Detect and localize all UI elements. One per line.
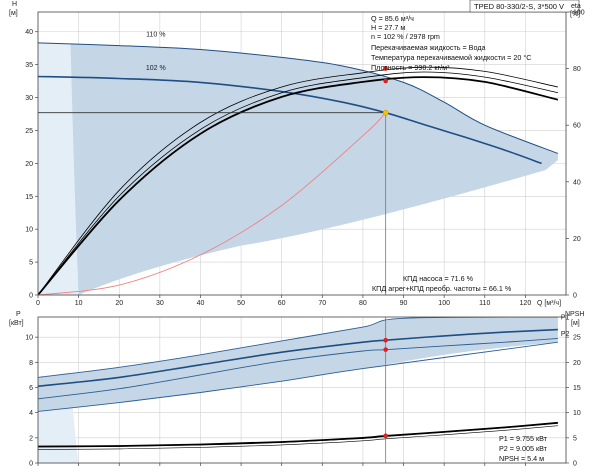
efficiency-curve <box>38 66 558 295</box>
axes <box>35 0 580 466</box>
y2-tick-label: 20 <box>573 360 581 367</box>
y-axis-unit: [м] <box>9 10 18 17</box>
operating-range <box>70 44 558 295</box>
y-tick-label: 40 <box>25 29 33 36</box>
y-axis-label: H <box>12 1 17 8</box>
info-density: Плотность = 998.2 кг/м³ <box>371 63 450 72</box>
npsh-axis-label: NPSH <box>565 311 584 318</box>
y-tick-label: 5 <box>29 260 33 267</box>
y-tick-label: 30 <box>25 95 33 102</box>
chart-text: 110 %102 %0 10 20 30 40 50 60 70 80 90 100 110 120 Q … <box>9 1 585 468</box>
model-box <box>469 0 580 13</box>
power-panel-frame <box>37 316 567 464</box>
info-temperature: Температура перекачиваемой жидкости = 20… <box>371 53 531 62</box>
efficiency-curve <box>38 76 559 295</box>
y2-axis-unit: [%] <box>570 11 580 18</box>
y-tick-label: 20 <box>25 161 33 168</box>
duty-point-p1 <box>383 337 388 343</box>
power-curve-min <box>38 341 558 412</box>
duty-point-npsh <box>383 433 388 439</box>
info-p1: P1 = 9.755 кВт <box>499 434 548 443</box>
y-tick-label: 15 <box>25 194 33 201</box>
info-pump-efficiency: КПД насоса = 71.6 % <box>403 274 474 283</box>
series-label-p2: P2 <box>561 331 570 338</box>
y2-axis-label: eta <box>571 3 581 10</box>
x-tick-label: 110 <box>479 300 490 307</box>
power-panel-plot <box>38 317 558 463</box>
head-panel-frame <box>37 11 567 296</box>
system-curve <box>38 112 387 295</box>
npsh-curve <box>38 421 558 448</box>
p-axis-label: P <box>16 311 21 318</box>
head-curve-102 <box>38 75 542 165</box>
y2-tick-label: 20 <box>573 236 581 243</box>
npsh-axis-unit: [м] <box>571 320 580 327</box>
y-tick-label: 25 <box>25 128 33 135</box>
y-tick-label: 10 <box>25 227 33 234</box>
y-tick-label: 8 <box>29 360 33 367</box>
series-label-102: 102 % <box>146 65 166 72</box>
y2-tick-label: 80 <box>573 66 581 73</box>
y2-tick-label: 10 <box>573 410 581 417</box>
x-tick-label: 100 <box>438 300 450 307</box>
info-npsh: NPSH = 5.4 м <box>499 454 544 463</box>
series-label-110: 110 % <box>146 31 165 38</box>
x-tick-label: 60 <box>278 300 286 307</box>
x-tick-label: 0 <box>36 300 40 307</box>
y2-tick-label: 25 <box>573 335 581 342</box>
info-speed: n = 102 % / 2978 rpm <box>371 32 440 41</box>
model-label: TPED 80-330/2-S, 3*500 V <box>474 2 564 11</box>
operating-range-light <box>38 42 79 295</box>
info-flow: Q = 85.6 м³/ч <box>371 14 414 23</box>
efficiency-curve <box>38 71 558 295</box>
x-tick-label: 40 <box>197 300 205 307</box>
y-tick-label: 6 <box>29 385 33 392</box>
y2-tick-label: 100 <box>573 10 585 17</box>
power-curve-110 <box>38 317 558 378</box>
y2-tick-label: 0 <box>573 293 577 300</box>
y-tick-label: 2 <box>29 435 33 442</box>
series-label-p1: P1 <box>561 315 570 322</box>
duty-point-p2 <box>383 347 388 352</box>
x-axis-label: Q [м³/ч] <box>537 300 561 307</box>
y-tick-label: 0 <box>29 461 33 468</box>
p1-curve <box>38 328 558 387</box>
y2-tick-label: 40 <box>573 179 581 186</box>
y-tick-label: 4 <box>29 410 33 417</box>
x-tick-label: 120 <box>520 300 532 307</box>
y-tick-label: 10 <box>25 335 33 342</box>
y2-tick-label: 5 <box>573 435 577 442</box>
x-tick-label: 50 <box>237 300 245 307</box>
p2-curve <box>38 337 558 400</box>
info-liquid: Перекачиваемая жидкость = Вода <box>371 43 486 52</box>
npsh-curve <box>38 423 558 448</box>
power-range <box>38 317 558 412</box>
npsh-curve-lower <box>38 425 558 450</box>
info-p2: P2 = 9.005 кВт <box>499 444 548 453</box>
y2-tick-label: 0 <box>573 461 577 468</box>
p-axis-unit: [кВт] <box>9 320 24 327</box>
x-tick-label: 20 <box>115 300 123 307</box>
x-tick-label: 10 <box>75 300 83 307</box>
head-panel-plot <box>38 42 559 295</box>
duty-point-efficiency <box>383 66 388 71</box>
y2-tick-label: 15 <box>573 385 581 392</box>
duty-point-efficiency <box>383 78 388 84</box>
info-head: H = 27.7 м <box>371 23 405 32</box>
x-tick-label: 30 <box>156 300 164 307</box>
x-tick-label: 90 <box>400 300 408 307</box>
head-curve-110 <box>38 42 559 154</box>
x-tick-label: 70 <box>318 300 326 307</box>
x-tick-label: 80 <box>359 300 367 307</box>
y-tick-label: 35 <box>25 62 33 69</box>
y2-tick-label: 60 <box>573 123 581 130</box>
y-tick-label: 0 <box>29 293 33 300</box>
duty-point-head <box>382 109 389 116</box>
info-total-efficiency: КПД агрег+КПД преобр. частоты = 66.1 % <box>372 284 512 293</box>
